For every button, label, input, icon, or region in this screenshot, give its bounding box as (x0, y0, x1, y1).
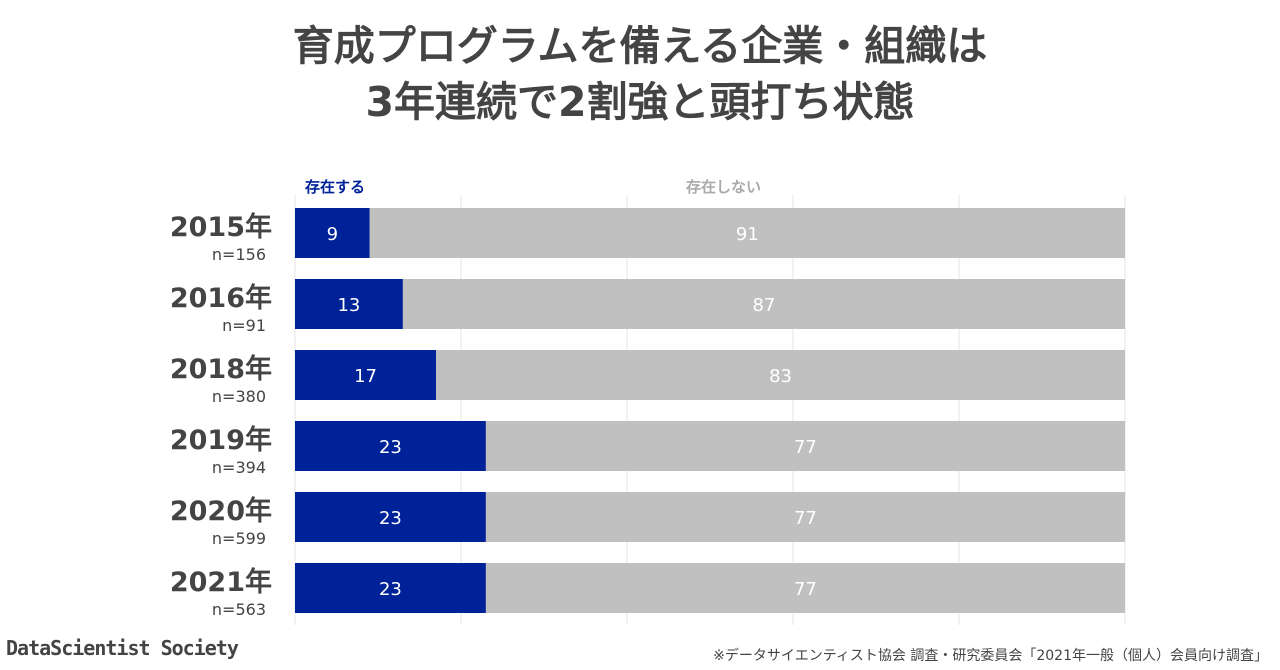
bar-present (295, 492, 486, 542)
sample-size-label: n=380 (212, 387, 266, 406)
bar-absent (369, 208, 1125, 258)
bar-absent (485, 563, 1125, 613)
bar-absent (402, 279, 1125, 329)
sample-size-label: n=563 (212, 600, 266, 619)
data-label-present: 9 (327, 224, 338, 245)
data-label-absent: 83 (769, 366, 792, 387)
chart-title: 育成プログラムを備える企業・組織は 3年連続で2割強と頭打ち状態 (0, 18, 1280, 130)
category-label: 2018年 (170, 353, 272, 385)
category-label: 2019年 (170, 424, 272, 456)
category-label: 2015年 (170, 211, 272, 243)
legend-present: 存在する (305, 178, 366, 196)
category-label: 2020年 (170, 495, 272, 527)
data-label-present: 23 (379, 579, 402, 600)
bar-absent (485, 421, 1125, 471)
bar-present (295, 208, 370, 258)
chart-title-line-2: 3年連続で2割強と頭打ち状態 (365, 78, 915, 126)
data-label-absent: 77 (794, 437, 817, 458)
sample-size-label: n=91 (222, 316, 266, 335)
data-label-absent: 77 (794, 508, 817, 529)
sample-size-label: n=599 (212, 529, 266, 548)
bar-absent (436, 350, 1126, 400)
data-label-present: 23 (379, 437, 402, 458)
category-label: 2021年 (170, 566, 272, 598)
bar-present (295, 279, 403, 329)
source-note: ※データサイエンティスト協会 調査・研究委員会「2021年一般（個人）会員向け調… (713, 648, 1268, 664)
data-label-present: 23 (379, 508, 402, 529)
bar-absent (485, 492, 1125, 542)
data-label-present: 17 (354, 366, 377, 387)
bar-present (295, 350, 437, 400)
data-label-present: 13 (337, 295, 360, 316)
chart-title-line-1: 育成プログラムを備える企業・組織は (292, 22, 988, 70)
bar-present (295, 421, 486, 471)
data-label-absent: 87 (752, 295, 775, 316)
data-label-absent: 77 (794, 579, 817, 600)
category-label: 2016年 (170, 282, 272, 314)
legend-absent: 存在しない (686, 178, 762, 196)
data-label-absent: 91 (736, 224, 759, 245)
sample-size-label: n=156 (212, 245, 266, 264)
logo: DataScientist Society (6, 636, 239, 660)
sample-size-label: n=394 (212, 458, 266, 477)
bar-present (295, 563, 486, 613)
